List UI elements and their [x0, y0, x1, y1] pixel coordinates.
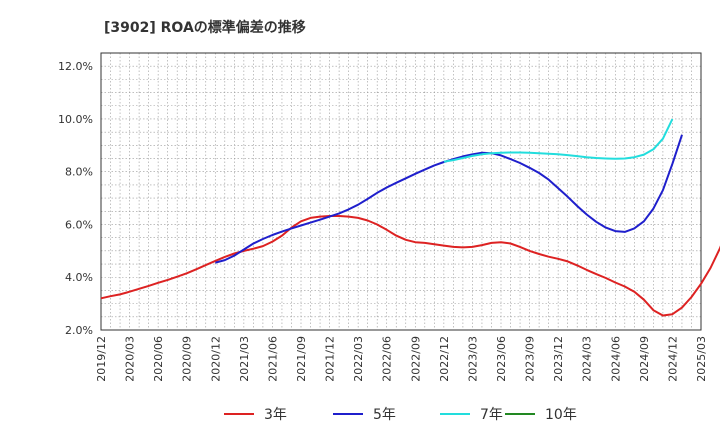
chart-title: [3902] ROAの標準偏差の推移 [104, 19, 306, 36]
series-line-5年 [215, 134, 683, 264]
x-tick-label: 2024/03 [581, 336, 594, 382]
x-tick-label: 2024/06 [609, 336, 622, 382]
plot-area [100, 52, 702, 331]
x-tick-label: 2023/12 [552, 336, 565, 382]
series-group [100, 118, 720, 317]
x-axis: 2019/12 2020/03 2020/06 2020/09 2020/12 2021/… [95, 336, 708, 382]
x-tick-label: 2021/03 [238, 336, 251, 382]
x-tick-label: 2025/03 [695, 336, 708, 382]
y-axis: 2.0% 4.0% 6.0% 8.0% 10.0% 12.0% [58, 60, 93, 337]
y-tick-label: 6.0% [65, 218, 93, 231]
y-tick-label: 2.0% [65, 324, 93, 337]
legend-label: 10年 [545, 407, 577, 423]
x-tick-label: 2019/12 [95, 336, 108, 382]
x-tick-label: 2022/06 [381, 336, 394, 382]
x-tick-label: 2020/06 [152, 336, 165, 382]
series-line-7年 [443, 118, 674, 163]
x-tick-label: 2021/09 [295, 336, 308, 382]
x-tick-label: 2023/06 [495, 336, 508, 382]
x-tick-label: 2020/03 [124, 336, 137, 382]
x-tick-label: 2022/03 [352, 336, 365, 382]
x-tick-label: 2023/09 [524, 336, 537, 382]
y-tick-label: 12.0% [58, 60, 93, 73]
legend-label: 7年 [480, 407, 503, 423]
y-tick-label: 10.0% [58, 113, 93, 126]
x-tick-label: 2024/12 [666, 336, 679, 382]
legend-label: 3年 [264, 407, 287, 423]
x-tick-label: 2022/09 [409, 336, 422, 382]
x-tick-label: 2022/12 [438, 336, 451, 382]
grid [100, 53, 702, 331]
x-tick-label: 2020/12 [209, 336, 222, 382]
x-tick-label: 2024/09 [638, 336, 651, 382]
y-tick-label: 8.0% [65, 166, 93, 179]
x-tick-label: 2021/06 [266, 336, 279, 382]
x-tick-label: 2021/12 [324, 336, 337, 382]
x-tick-label: 2020/09 [181, 336, 194, 382]
y-tick-label: 4.0% [65, 271, 93, 284]
legend: 3年 5年 7年 10年 [224, 407, 577, 423]
series-line-3年 [100, 215, 720, 317]
legend-label: 5年 [373, 407, 396, 423]
x-tick-label: 2023/03 [466, 336, 479, 382]
